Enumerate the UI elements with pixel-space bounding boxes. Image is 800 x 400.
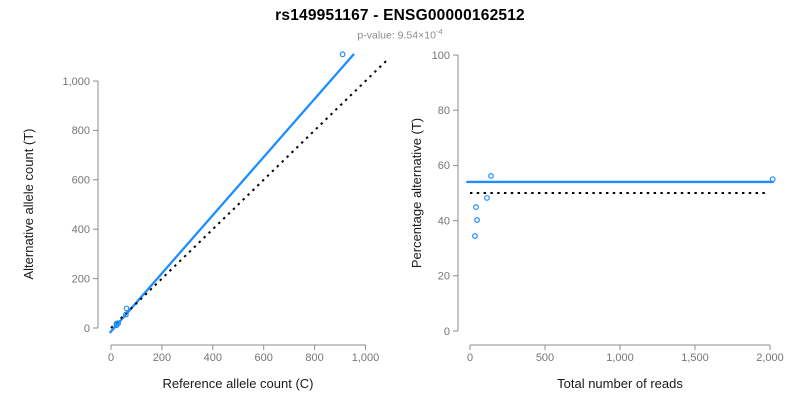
x-tick-label: 2,000 (756, 352, 784, 364)
data-point (115, 320, 122, 327)
x-axis-title: Total number of reads (557, 376, 683, 391)
y-tick-label: 60 (438, 160, 450, 172)
y-tick-label: 200 (72, 273, 90, 285)
data-point (474, 217, 480, 223)
fit-line (108, 53, 355, 334)
x-tick-label: 800 (305, 352, 323, 364)
data-point (122, 311, 129, 318)
y-tick-label: 0 (444, 326, 450, 338)
x-tick-label: 200 (153, 352, 171, 364)
p-value-text: p-value: 9.54×10 (357, 29, 436, 42)
x-tick-label: 1,500 (681, 352, 709, 364)
figure-title: rs149951167 - ENSG00000162512 (275, 7, 525, 24)
y-tick-label: 400 (72, 224, 90, 236)
x-tick-label: 600 (255, 352, 273, 364)
data-point (488, 172, 494, 179)
y-tick-label: 1,000 (62, 76, 90, 88)
y-tick-label: 800 (72, 125, 90, 137)
y-tick-label: 80 (438, 105, 450, 117)
data-point (473, 204, 479, 210)
x-tick-label: 1,000 (352, 352, 380, 364)
data-point (769, 176, 776, 183)
x-axis-title: Reference allele count (C) (162, 376, 313, 391)
y-axis-title: Alternative allele count (T) (21, 128, 36, 279)
y-tick-label: 0 (84, 323, 90, 335)
data-point (472, 233, 478, 239)
x-tick-label: 500 (536, 352, 554, 364)
data-point (484, 195, 490, 201)
x-tick-label: 0 (108, 352, 114, 364)
y-axis-title: Percentage alternative (T) (409, 118, 424, 268)
identity-line (110, 58, 390, 329)
x-tick-label: 400 (204, 352, 222, 364)
p-value-subtitle: p-value: 9.54×10-4 (0, 27, 800, 42)
y-tick-label: 100 (432, 50, 450, 62)
y-tick-label: 40 (438, 215, 450, 227)
data-point (339, 51, 346, 58)
x-tick-label: 0 (467, 352, 473, 364)
x-tick-label: 1,000 (606, 352, 634, 364)
y-tick-label: 600 (72, 175, 90, 187)
p-value-exponent: -4 (435, 27, 443, 36)
data-point (123, 305, 130, 312)
y-tick-label: 20 (438, 271, 450, 283)
